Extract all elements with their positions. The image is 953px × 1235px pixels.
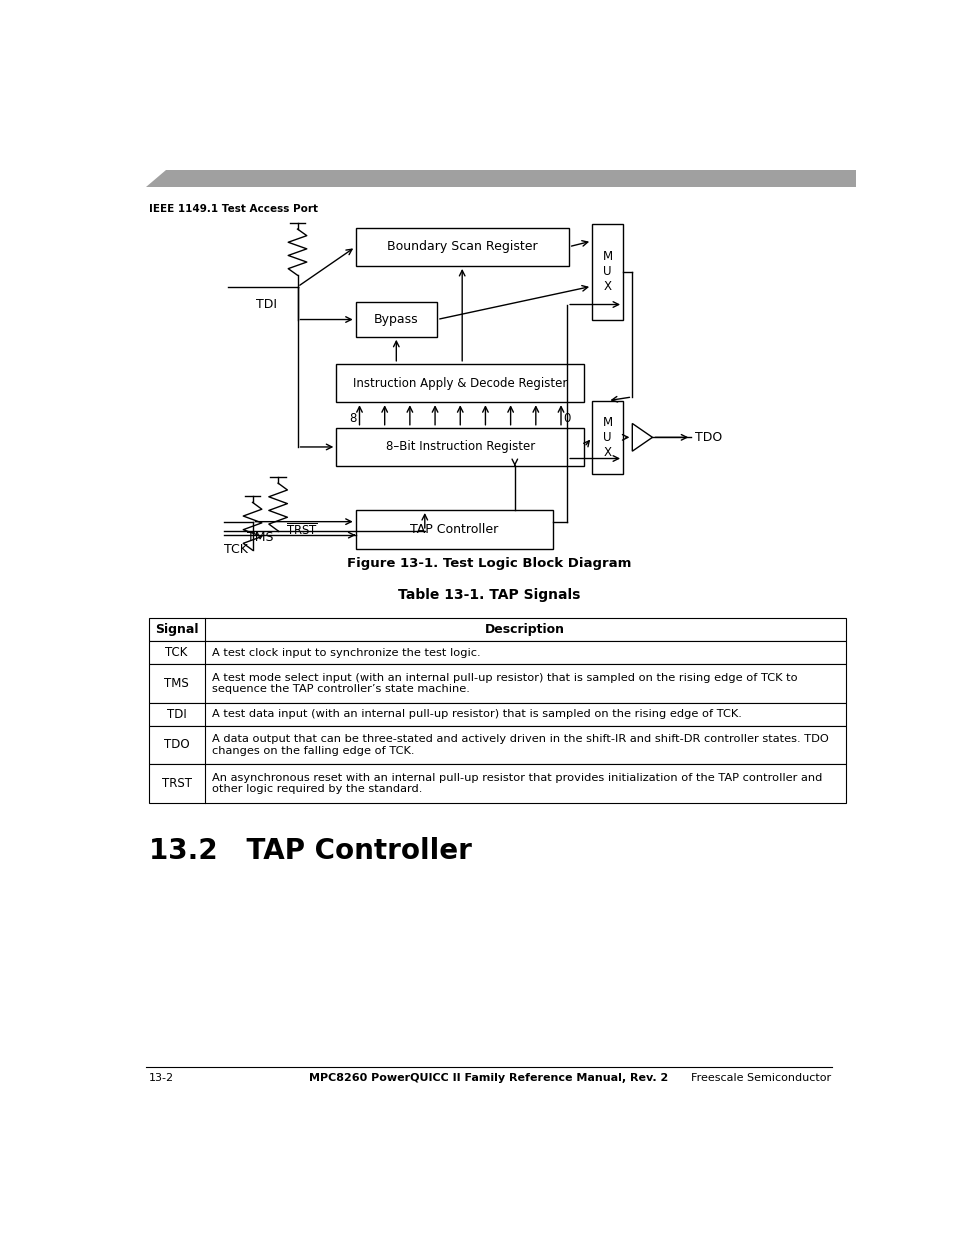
Text: TDO: TDO: [164, 739, 190, 751]
Text: TDI: TDI: [167, 708, 186, 721]
Polygon shape: [146, 169, 855, 186]
Text: M
U
X: M U X: [601, 251, 612, 293]
Text: TAP Controller: TAP Controller: [410, 522, 498, 536]
Text: TMS: TMS: [164, 677, 189, 690]
Text: TCK: TCK: [165, 646, 188, 659]
Text: 0: 0: [563, 411, 570, 425]
Text: A test clock input to synchronize the test logic.: A test clock input to synchronize the te…: [212, 647, 480, 657]
Text: MPC8260 PowerQUICC II Family Reference Manual, Rev. 2: MPC8260 PowerQUICC II Family Reference M…: [309, 1072, 668, 1083]
Text: TDO: TDO: [695, 431, 721, 443]
Bar: [149, 726, 845, 764]
Text: A test mode select input (with an internal pull-up resistor) that is sampled on : A test mode select input (with an intern…: [212, 673, 797, 694]
Text: $\overline{\rm TRST}$: $\overline{\rm TRST}$: [286, 524, 317, 538]
Text: Description: Description: [485, 622, 565, 636]
Text: Freescale Semiconductor: Freescale Semiconductor: [690, 1072, 830, 1083]
Bar: [355, 510, 553, 548]
Bar: [149, 641, 845, 664]
Bar: [149, 664, 845, 703]
Text: Figure 13-1. Test Logic Block Diagram: Figure 13-1. Test Logic Block Diagram: [346, 557, 631, 571]
Bar: [149, 618, 845, 641]
Bar: [335, 427, 583, 466]
Text: TRST: TRST: [161, 777, 192, 790]
Text: Bypass: Bypass: [374, 312, 418, 326]
Bar: [355, 303, 436, 337]
Text: A test data input (with an internal pull-up resistor) that is sampled on the ris: A test data input (with an internal pull…: [212, 709, 741, 719]
Bar: [149, 703, 845, 726]
Bar: [592, 401, 622, 474]
Bar: [149, 764, 845, 803]
Text: 8: 8: [349, 411, 356, 425]
Text: 13.2   TAP Controller: 13.2 TAP Controller: [149, 837, 471, 866]
Text: Signal: Signal: [154, 622, 198, 636]
Text: 8–Bit Instruction Register: 8–Bit Instruction Register: [385, 441, 535, 453]
Text: IEEE 1149.1 Test Access Port: IEEE 1149.1 Test Access Port: [149, 205, 317, 215]
Text: 13-2: 13-2: [149, 1072, 173, 1083]
Text: M
U
X: M U X: [601, 416, 612, 459]
Bar: [592, 224, 622, 320]
Text: A data output that can be three-stated and actively driven in the shift-IR and s: A data output that can be three-stated a…: [212, 734, 828, 756]
Text: TMS: TMS: [247, 531, 274, 543]
Text: TDI: TDI: [255, 299, 276, 311]
Text: TCK: TCK: [224, 543, 248, 556]
Text: An asynchronous reset with an internal pull-up resistor that provides initializa: An asynchronous reset with an internal p…: [212, 773, 821, 794]
Bar: [335, 364, 583, 403]
Text: Instruction Apply & Decode Register: Instruction Apply & Decode Register: [353, 377, 567, 389]
Text: Boundary Scan Register: Boundary Scan Register: [387, 241, 537, 253]
Bar: [355, 227, 568, 266]
Text: Table 13-1. TAP Signals: Table 13-1. TAP Signals: [397, 588, 579, 601]
Polygon shape: [632, 424, 652, 451]
